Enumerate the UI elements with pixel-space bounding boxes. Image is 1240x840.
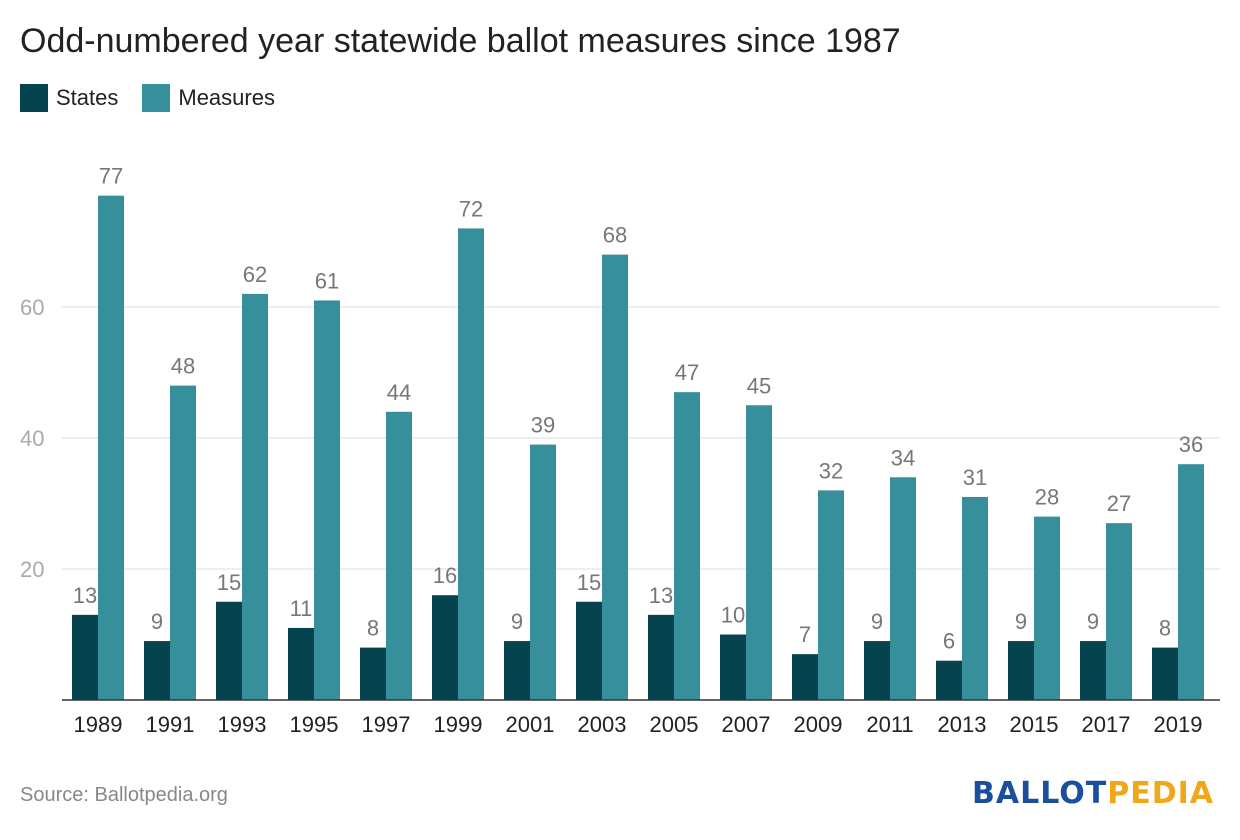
bar-states-2009 [792, 654, 818, 700]
bar-states-1999 [432, 595, 458, 700]
data-label-states-2003: 15 [577, 570, 601, 595]
data-label-measures-1989: 77 [99, 164, 123, 189]
legend-item-states: States [20, 84, 118, 112]
data-label-states-1993: 15 [217, 570, 241, 595]
data-label-states-1991: 9 [151, 609, 163, 634]
x-tick-label-2019: 2019 [1154, 712, 1203, 737]
data-label-states-2005: 13 [649, 583, 673, 608]
bar-states-1991 [144, 641, 170, 700]
data-label-measures-2011: 34 [891, 445, 915, 470]
bar-measures-2001 [530, 444, 556, 700]
x-tick-label-1997: 1997 [362, 712, 411, 737]
y-tick-label-20: 20 [20, 557, 44, 582]
data-label-measures-2013: 31 [963, 465, 987, 490]
data-label-states-2001: 9 [511, 609, 523, 634]
data-label-states-1999: 16 [433, 563, 457, 588]
bar-states-2015 [1008, 641, 1034, 700]
legend-swatch-measures [142, 84, 171, 112]
data-label-measures-2009: 32 [819, 458, 843, 483]
data-label-measures-1995: 61 [315, 268, 339, 293]
bar-states-2013 [936, 660, 962, 700]
legend-label-measures: Measures [178, 85, 275, 110]
legend-label-states: States [56, 85, 119, 110]
data-label-measures-1993: 62 [243, 262, 267, 287]
bar-measures-2003 [602, 254, 628, 700]
x-tick-label-1999: 1999 [434, 712, 483, 737]
bar-states-2001 [504, 641, 530, 700]
bar-chart: 20 40 60 13 77 1989 9 48 1991 15 62 1993 11 61 1995 8 44… [20, 164, 1220, 737]
data-label-measures-1997: 44 [387, 380, 411, 405]
data-label-measures-2019: 36 [1179, 432, 1203, 457]
bar-states-2007 [720, 634, 746, 700]
data-label-states-1997: 8 [367, 616, 379, 641]
x-tick-label-1995: 1995 [290, 712, 339, 737]
bar-measures-2011 [890, 477, 916, 700]
data-label-measures-2007: 45 [747, 373, 771, 398]
bar-states-2011 [864, 641, 890, 700]
chart-title: Odd-numbered year statewide ballot measu… [20, 22, 901, 60]
bar-measures-2005 [674, 392, 700, 700]
data-label-measures-2001: 39 [531, 413, 555, 438]
data-label-measures-1991: 48 [171, 354, 195, 379]
data-label-states-2011: 9 [871, 609, 883, 634]
legend-swatch-states [20, 84, 48, 112]
bar-states-1997 [360, 647, 386, 700]
data-label-measures-2015: 28 [1035, 485, 1059, 510]
source-note: Source: Ballotpedia.org [20, 784, 228, 806]
data-label-measures-2017: 27 [1107, 491, 1131, 516]
bar-measures-2017 [1106, 523, 1132, 700]
x-tick-label-2005: 2005 [650, 712, 699, 737]
bar-states-1995 [288, 627, 314, 700]
x-tick-label-2013: 2013 [938, 712, 987, 737]
bar-states-2003 [576, 601, 602, 700]
bar-states-2017 [1080, 641, 1106, 700]
bar-measures-2013 [962, 496, 988, 700]
bar-states-2005 [648, 614, 674, 700]
bar-measures-1993 [242, 293, 268, 700]
x-tick-label-2007: 2007 [722, 712, 771, 737]
data-label-states-1989: 13 [73, 583, 97, 608]
data-label-states-2015: 9 [1015, 609, 1027, 634]
logo-part-pedia: PEDIA [1107, 776, 1214, 811]
bar-measures-2007 [746, 405, 772, 700]
bar-states-2019 [1152, 647, 1178, 700]
bar-measures-2015 [1034, 516, 1060, 700]
x-tick-label-2011: 2011 [866, 712, 913, 737]
ballotpedia-logo: BALLOTPEDIA [972, 776, 1214, 811]
x-tick-label-1989: 1989 [74, 712, 123, 737]
bar-measures-2009 [818, 490, 844, 700]
data-label-measures-1999: 72 [459, 196, 483, 221]
bar-states-1993 [216, 601, 242, 700]
x-tick-label-1991: 1991 [146, 712, 195, 737]
x-tick-label-2009: 2009 [794, 712, 843, 737]
chart-legend: States Measures [20, 84, 299, 112]
x-tick-label-2001: 2001 [506, 712, 555, 737]
bar-measures-2019 [1178, 464, 1204, 700]
legend-item-measures: Measures [142, 84, 275, 112]
bar-measures-1991 [170, 385, 196, 700]
y-tick-label-40: 40 [20, 426, 44, 451]
y-tick-label-60: 60 [20, 295, 44, 320]
data-label-states-2017: 9 [1087, 609, 1099, 634]
bar-measures-1999 [458, 228, 484, 700]
x-tick-label-2015: 2015 [1010, 712, 1059, 737]
bar-measures-1997 [386, 411, 412, 700]
data-label-states-2019: 8 [1159, 616, 1171, 641]
data-label-states-1995: 11 [290, 596, 313, 621]
data-label-states-2009: 7 [799, 622, 811, 647]
bar-states-1989 [72, 614, 98, 700]
x-tick-label-2017: 2017 [1082, 712, 1131, 737]
data-label-measures-2003: 68 [603, 223, 627, 248]
data-label-states-2013: 6 [943, 629, 955, 654]
logo-part-ballot: BALLOT [972, 776, 1108, 811]
data-label-states-2007: 10 [721, 603, 745, 628]
data-label-measures-2005: 47 [675, 360, 699, 385]
x-tick-label-1993: 1993 [218, 712, 267, 737]
bar-measures-1989 [98, 195, 124, 700]
bar-measures-1995 [314, 300, 340, 700]
x-tick-label-2003: 2003 [578, 712, 627, 737]
